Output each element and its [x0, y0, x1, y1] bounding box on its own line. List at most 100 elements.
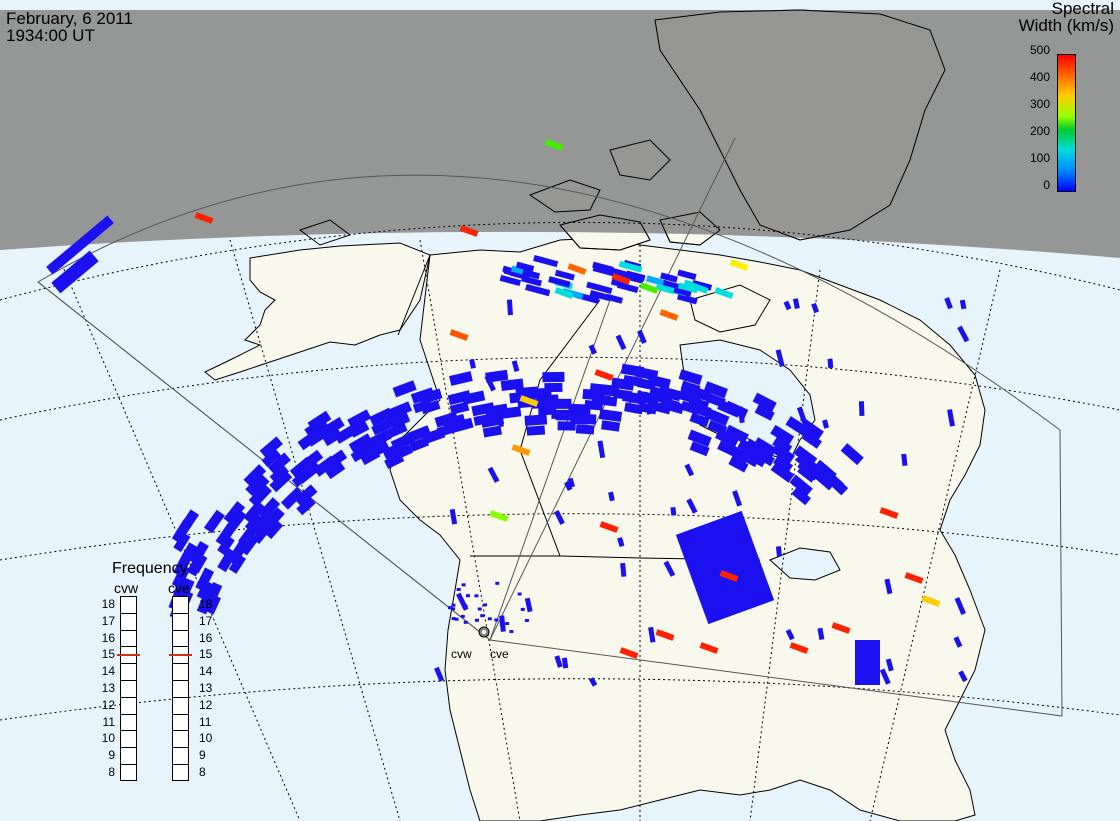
- echo-cell: [752, 392, 777, 412]
- echo-cell: [498, 406, 522, 420]
- echo-cell: [567, 263, 587, 275]
- echo-cell: [715, 428, 740, 448]
- echo-cell: [625, 391, 635, 404]
- echo-cell: [449, 508, 458, 525]
- echo-cell: [461, 390, 486, 405]
- echo-cell: [599, 521, 619, 533]
- echo-cell: [687, 429, 712, 447]
- echo-cell: [500, 378, 524, 391]
- echo-cell: [348, 433, 373, 454]
- frequency-label-right: 11: [199, 714, 212, 729]
- echo-cell: [598, 395, 618, 407]
- echo-cell: [447, 390, 472, 406]
- echo-cell: [515, 261, 535, 272]
- echo-cell: [858, 401, 865, 416]
- frequency-label-left: 9: [108, 748, 115, 763]
- night-shading: [0, 10, 1120, 258]
- echo-cell: [299, 449, 324, 472]
- echo-cell: [495, 581, 500, 585]
- frequency-label-left: 18: [101, 597, 115, 611]
- echo-cell: [754, 404, 775, 421]
- echo-cell: [615, 334, 627, 351]
- echo-cell: [575, 424, 595, 435]
- echo-cell: [815, 471, 835, 491]
- frequency-divider: [172, 612, 189, 614]
- echo-cell: [648, 626, 656, 643]
- echo-cell: [371, 419, 392, 436]
- colorbar-tick-500: 500: [1029, 43, 1050, 57]
- echo-cell: [296, 496, 316, 516]
- date-label: February, 6 2011: [6, 9, 133, 28]
- echo-cell: [463, 620, 468, 624]
- frequency-label-right: 15: [199, 647, 213, 662]
- frequency-label-right: 13: [199, 681, 213, 695]
- frequency-selected-marker: [117, 653, 140, 656]
- echo-cell: [746, 450, 767, 468]
- echo-cell: [173, 532, 191, 553]
- echo-cell: [434, 666, 445, 682]
- echo-cell: [827, 358, 834, 369]
- frequency-title: Frequency: [112, 560, 188, 577]
- echo-cell: [678, 369, 703, 386]
- echo-cell: [280, 487, 304, 510]
- echo-cell: [737, 406, 745, 424]
- echo-cell: [840, 443, 864, 466]
- frequency-divider: [120, 646, 137, 648]
- echo-cell: [637, 329, 647, 344]
- frequency-divider: [120, 629, 137, 631]
- echo-cell: [51, 250, 99, 294]
- echo-cell: [189, 540, 209, 566]
- echo-cell: [687, 400, 712, 418]
- night-coastlines: [298, 9, 946, 251]
- echo-cell: [194, 212, 214, 224]
- echo-cell: [884, 578, 893, 595]
- echo-cell: [617, 537, 625, 548]
- echo-cell: [387, 401, 413, 419]
- echo-cell: [677, 282, 699, 294]
- echo-cell: [796, 406, 808, 424]
- colorbar-title-line2: Width (km/s): [1018, 16, 1114, 35]
- echo-cell: [480, 614, 485, 618]
- frequency-selected-marker: [169, 653, 192, 656]
- frequency-divider: [172, 730, 189, 732]
- echo-cell: [954, 597, 966, 615]
- echo-cell: [904, 572, 924, 584]
- echo-cell: [773, 455, 794, 473]
- echo-cell: [228, 553, 247, 574]
- echo-cell: [367, 429, 392, 449]
- frequency-divider: [120, 713, 137, 715]
- echo-cell: [520, 275, 543, 287]
- echo-cell: [959, 299, 967, 310]
- echo-cell: [369, 407, 394, 427]
- echo-cell: [294, 484, 318, 507]
- echo-cell: [239, 535, 258, 556]
- frequency-label-right: 17: [199, 613, 213, 628]
- echo-cell: [420, 400, 441, 415]
- echo-cell: [533, 255, 559, 268]
- frequency-divider: [120, 747, 137, 749]
- echo-cell: [454, 617, 459, 621]
- frequency-label-left: 14: [101, 664, 115, 679]
- echo-cell: [879, 668, 891, 685]
- frequency-label-left: 8: [108, 765, 115, 779]
- echo-cell: [601, 420, 621, 432]
- echo-cell: [323, 449, 348, 471]
- echo-cell: [509, 630, 514, 634]
- echo-cell: [389, 413, 411, 429]
- echo-cell: [608, 491, 615, 502]
- echo-cell: [724, 424, 749, 444]
- echo-cell: [526, 425, 546, 436]
- echo-cell: [657, 385, 682, 402]
- echo-cell: [451, 603, 456, 607]
- echo-cell: [511, 444, 531, 456]
- echo-cell: [487, 466, 500, 483]
- echo-cell: [620, 562, 627, 577]
- echo-cell: [622, 272, 645, 284]
- echo-cell: [195, 567, 215, 592]
- colorbar-tick-400: 400: [1029, 70, 1050, 84]
- echo-cell: [178, 509, 200, 534]
- echo-cell: [605, 293, 623, 304]
- echo-cell: [447, 606, 452, 610]
- frequency-label-right: 14: [199, 664, 213, 679]
- echo-cell: [659, 309, 679, 321]
